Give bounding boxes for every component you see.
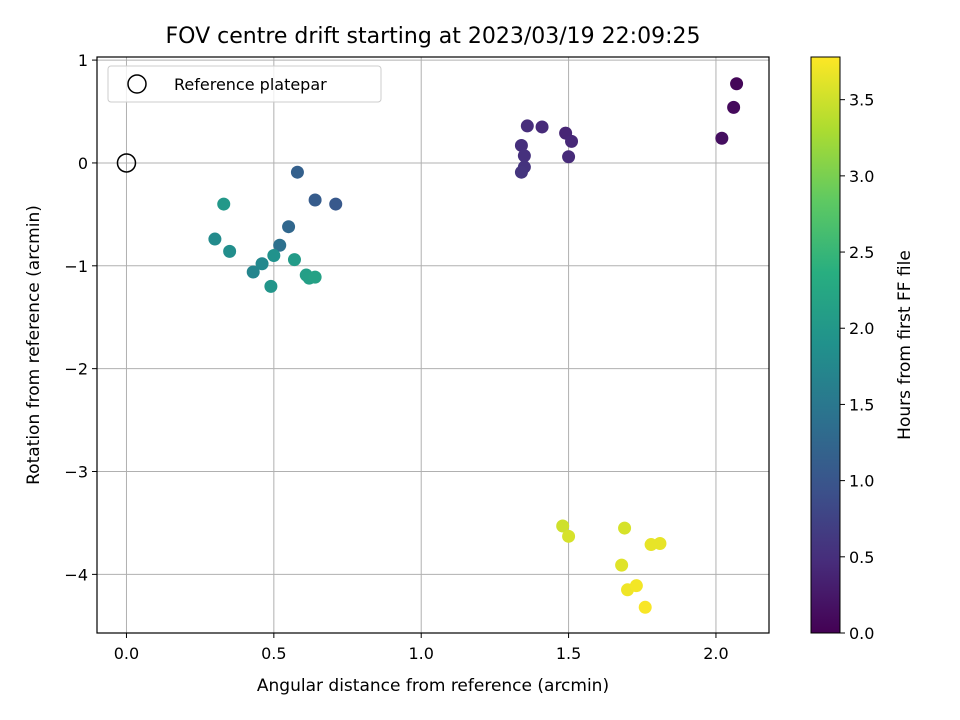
colorbar-tick-label: 0.5 (849, 548, 874, 567)
plot-area: 0.0 0.5 1.0 1.5 2.0 1 0 −1 −2 −3 −4 (64, 51, 770, 663)
y-tick-label: 0 (78, 154, 88, 173)
colorbar-tick-label: 2.5 (849, 243, 874, 262)
grid (97, 57, 769, 633)
data-point (618, 521, 632, 535)
data-point (562, 150, 576, 164)
data-point (629, 579, 643, 593)
colorbar: 0.0 0.5 1.0 1.5 2.0 2.5 3.0 3.5 Hours from firs… (810, 56, 915, 643)
data-point (638, 600, 652, 614)
y-tick-label: −1 (64, 257, 88, 276)
y-ticks: 1 0 −1 −2 −3 −4 (64, 51, 97, 584)
plot-background (97, 57, 769, 633)
data-point (535, 120, 549, 134)
data-point (565, 134, 579, 148)
reference-platepar-marker (116, 153, 137, 173)
data-point (615, 558, 629, 572)
data-point (514, 138, 528, 152)
data-point (727, 100, 741, 114)
data-point (287, 253, 301, 267)
data-point (273, 238, 287, 252)
y-tick-label: 1 (78, 51, 88, 70)
data-point (264, 279, 278, 293)
data-point (653, 537, 667, 551)
data-point (562, 529, 576, 543)
y-tick-label: −3 (64, 463, 88, 482)
x-tick-label: 0.0 (114, 644, 139, 663)
colorbar-gradient (810, 56, 841, 634)
x-ticks: 0.0 0.5 1.0 1.5 2.0 (114, 633, 729, 663)
x-axis-label: Angular distance from reference (arcmin) (257, 676, 609, 696)
y-axis-label: Rotation from reference (arcmin) (24, 205, 44, 485)
plot-frame (96, 56, 770, 634)
colorbar-tick-label: 0.0 (849, 624, 874, 643)
data-point (308, 270, 322, 284)
data-point (267, 249, 281, 263)
data-point (329, 197, 343, 211)
data-point (223, 244, 237, 258)
x-tick-label: 1.5 (556, 644, 581, 663)
data-point (217, 197, 231, 211)
legend-box (107, 65, 382, 103)
x-tick-label: 1.0 (408, 644, 433, 663)
legend-label: Reference platepar (174, 75, 327, 94)
x-tick-label: 2.0 (703, 644, 728, 663)
data-point (308, 193, 322, 207)
y-tick-label: −4 (64, 565, 88, 584)
legend-marker (127, 74, 147, 94)
x-tick-label: 0.5 (261, 644, 286, 663)
data-point (715, 131, 729, 145)
y-tick-label: −2 (64, 360, 88, 379)
data-point (246, 265, 260, 279)
data-point (556, 519, 570, 533)
colorbar-tick-label: 3.5 (849, 91, 874, 110)
data-point (730, 77, 744, 91)
colorbar-label: Hours from first FF file (895, 250, 915, 440)
colorbar-tick-label: 1.5 (849, 395, 874, 414)
chart-title: FOV centre drift starting at 2023/03/19 … (166, 24, 701, 49)
data-point (517, 149, 531, 163)
colorbar-ticks: 0.0 0.5 1.0 1.5 2.0 2.5 3.0 3.5 (840, 91, 874, 643)
colorbar-tick-label: 1.0 (849, 472, 874, 491)
scatter-points (208, 77, 744, 614)
data-point (282, 220, 296, 234)
colorbar-tick-label: 3.0 (849, 167, 874, 186)
data-point (514, 165, 528, 179)
colorbar-tick-label: 2.0 (849, 319, 874, 338)
data-point (290, 165, 304, 179)
data-point (520, 119, 534, 133)
legend: Reference platepar (107, 65, 382, 103)
data-point (208, 232, 222, 246)
data-point (255, 257, 269, 271)
